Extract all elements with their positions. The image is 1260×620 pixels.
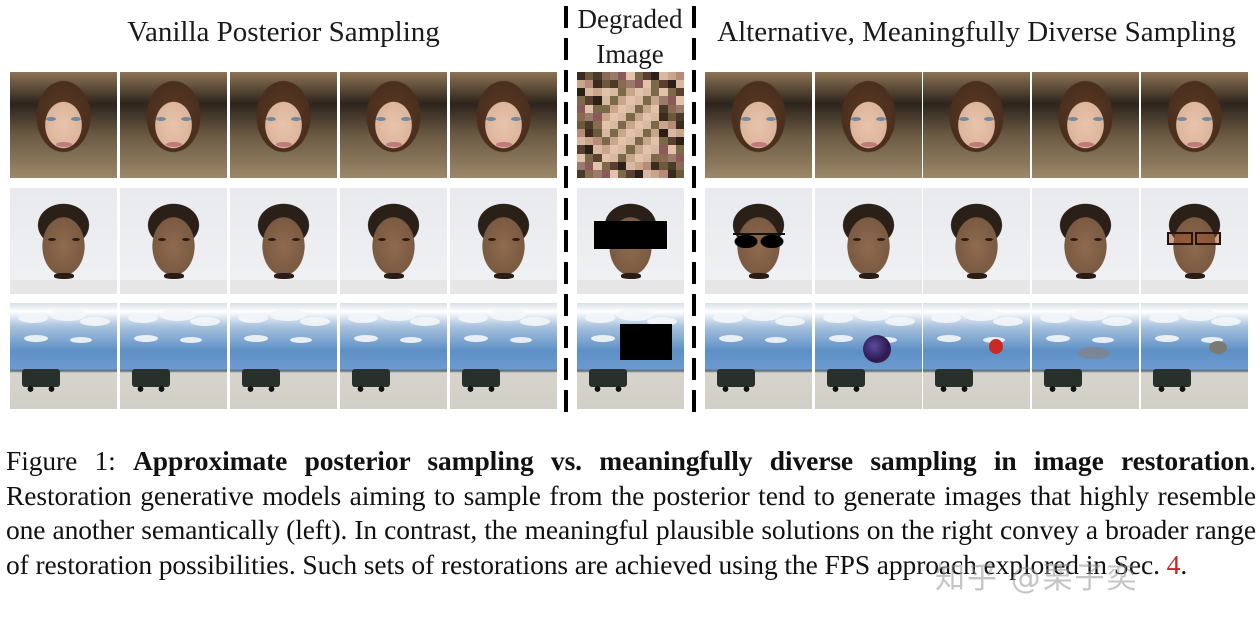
diverse-sample-female-face	[923, 72, 1030, 178]
vanilla-sample-desert-jeep	[120, 303, 227, 409]
diverse-sample-female-face	[815, 72, 922, 178]
jeep	[462, 369, 500, 392]
jeep	[1044, 369, 1082, 392]
degraded-masked-face	[577, 188, 684, 294]
vanilla-sample-male-face	[10, 188, 117, 294]
caption-end: .	[1180, 548, 1188, 580]
diverse-sample-male-face	[705, 188, 812, 294]
red-balloon	[989, 339, 1003, 354]
diverse-sample-desert-jeep	[815, 303, 922, 409]
vanilla-sample-female-face	[120, 72, 227, 178]
diverse-sample-desert-jeep	[1032, 303, 1139, 409]
inpainting-mask	[620, 324, 672, 360]
vanilla-sample-desert-jeep	[230, 303, 337, 409]
header-vanilla: Vanilla Posterior Sampling	[127, 16, 440, 48]
vanilla-sample-male-face	[450, 188, 557, 294]
caption-label: Figure 1:	[6, 445, 134, 476]
diverse-sample-male-face	[923, 188, 1030, 294]
figure-caption: Figure 1: Approximate posterior sampling…	[6, 444, 1256, 582]
vanilla-sample-female-face	[340, 72, 447, 178]
header-diverse: Alternative, Meaningfully Diverse Sampli…	[717, 16, 1236, 48]
vanilla-sample-female-face	[450, 72, 557, 178]
diverse-sample-female-face	[705, 72, 812, 178]
header-degraded-line2: Image	[596, 39, 664, 69]
diverse-sample-male-face	[815, 188, 922, 294]
vanilla-sample-male-face	[120, 188, 227, 294]
dashed-divider-right	[692, 6, 696, 412]
jeep	[827, 369, 865, 392]
hot-air-balloon	[863, 335, 891, 363]
airship	[1078, 347, 1110, 359]
jeep	[132, 369, 170, 392]
section-ref-link[interactable]: 4	[1166, 548, 1181, 580]
vanilla-sample-female-face	[10, 72, 117, 178]
eyeglasses	[1167, 232, 1221, 245]
inpainting-mask	[594, 221, 667, 249]
diverse-sample-desert-jeep	[705, 303, 812, 409]
jeep	[589, 369, 627, 392]
degraded-pixelated-face	[577, 72, 684, 178]
vanilla-sample-desert-jeep	[450, 303, 557, 409]
diverse-sample-male-face	[1032, 188, 1139, 294]
diverse-sample-female-face	[1032, 72, 1139, 178]
jeep	[352, 369, 390, 392]
caption-bold-title: Approximate posterior sampling vs. meani…	[133, 445, 1250, 476]
jeep	[1153, 369, 1191, 392]
diverse-sample-desert-jeep	[1141, 303, 1248, 409]
sunglasses	[733, 233, 785, 248]
diverse-sample-desert-jeep	[923, 303, 1030, 409]
header-degraded: Degraded Image	[566, 2, 694, 72]
jeep	[242, 369, 280, 392]
jeep	[717, 369, 755, 392]
vanilla-sample-female-face	[230, 72, 337, 178]
diverse-sample-female-face	[1141, 72, 1248, 178]
degraded-masked-scene	[577, 303, 684, 409]
watermark: 知乎 @栗子奕	[935, 561, 1139, 596]
vanilla-sample-desert-jeep	[10, 303, 117, 409]
diverse-sample-male-face	[1141, 188, 1248, 294]
parachute	[1209, 341, 1227, 354]
vanilla-sample-male-face	[230, 188, 337, 294]
header-degraded-line1: Degraded	[577, 4, 683, 34]
vanilla-sample-male-face	[340, 188, 447, 294]
jeep	[22, 369, 60, 392]
vanilla-sample-desert-jeep	[340, 303, 447, 409]
caption-text: . Restoration generative models aiming t…	[6, 445, 1256, 580]
jeep	[935, 369, 973, 392]
dashed-divider-left	[564, 6, 568, 412]
